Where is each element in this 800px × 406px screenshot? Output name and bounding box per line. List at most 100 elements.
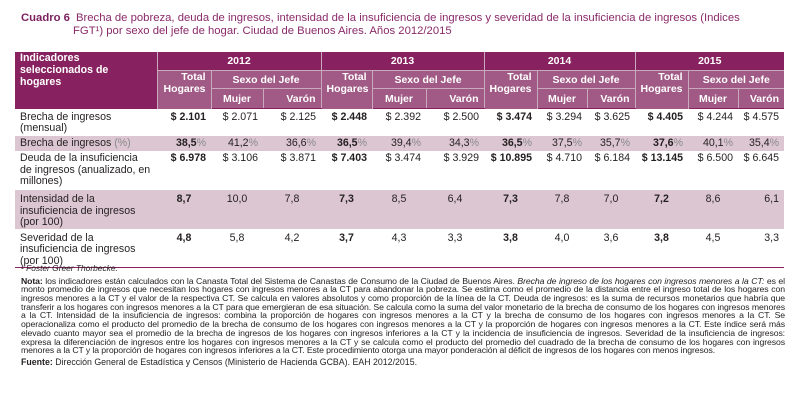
varon-header: Varón — [263, 88, 322, 109]
percent-sign: % — [522, 137, 532, 149]
row-label-text: Brecha de ingresos — [20, 137, 112, 149]
percent-sign: % — [469, 137, 479, 149]
table-cell: $ 3.871 — [280, 152, 316, 164]
percent-sign: % — [357, 137, 367, 149]
table-cell: $ 6.978 — [170, 152, 206, 164]
cell-value: 37,6 — [652, 137, 674, 149]
cell-value: 34,3 — [448, 137, 470, 149]
cell-value: 35,7 — [599, 137, 621, 149]
mujer-header: Mujer — [211, 88, 264, 109]
varon-header: Varón — [426, 88, 485, 109]
poverty-indicators-table: Indicadores seleccionados de hogares 201… — [15, 52, 785, 268]
percent-sign: % — [723, 137, 733, 149]
table-cell: 4,2 — [263, 228, 321, 268]
table-cell: $ 4.575 — [743, 111, 780, 123]
table-cell: 3,7 — [321, 228, 372, 268]
percent-sign: % — [769, 137, 780, 149]
table-cell: 3,3 — [426, 228, 484, 268]
table-cell: $ 3.625 — [594, 111, 630, 123]
nota-rest: es el monto promedio de ingresos que nec… — [21, 275, 785, 356]
percent-sign: % — [196, 137, 206, 149]
table-cell: $ 7.403 — [331, 152, 367, 164]
table-cell: $ 2.125 — [280, 111, 316, 123]
table-cell: 8,6 — [688, 190, 738, 229]
row-label: Brecha de ingresos (mensual) — [20, 110, 112, 134]
table-cell: 7,8 — [263, 190, 321, 229]
nota-italic: Brecha de ingreso de los hogares con ing… — [517, 275, 765, 286]
table-cell: 36,6% — [263, 136, 321, 151]
table-cell: 6,1 — [738, 190, 785, 229]
row-label: Deuda de la insuficiencia de ingresos (a… — [20, 152, 151, 187]
row-label: Intensidad de la insuficiencia de ingres… — [15, 190, 157, 229]
cell-value: 37,5 — [551, 137, 573, 149]
row-label-unit: (%) — [114, 137, 131, 149]
table-cell: $ 2.392 — [385, 111, 421, 123]
table-cell: $ 2.101 — [170, 110, 206, 123]
table-cell: 6,4 — [426, 190, 484, 229]
table-cell: 5,8 — [211, 228, 263, 268]
row-label: Brecha de ingresos (%) — [15, 136, 157, 151]
varon-header: Varón — [738, 88, 785, 109]
table-cell: $ 6.645 — [743, 152, 780, 164]
table-cell: 7,0 — [587, 190, 635, 229]
table-cell: 10,0 — [211, 190, 263, 229]
table-cell: $ 3.474 — [385, 152, 421, 164]
sexo-jefe-header: Sexo del Jefe — [537, 70, 636, 89]
sexo-jefe-header: Sexo del Jefe — [688, 70, 785, 89]
table-cell: 4,5 — [688, 228, 738, 268]
table-notes: ¹ Foster Greer Thorbecke. Nota: los indi… — [21, 264, 785, 367]
table-cell: 41,2% — [211, 136, 263, 151]
year-header-2012: 2012 — [157, 52, 322, 71]
total-hogares-header: Total Hogares — [635, 70, 689, 109]
mujer-header: Mujer — [688, 88, 739, 109]
table-cell: $ 3.929 — [443, 152, 479, 164]
sexo-jefe-header: Sexo del Jefe — [211, 70, 322, 89]
nota-label: Nota: — [21, 275, 43, 286]
table-cell: 7,3 — [321, 190, 372, 229]
table-cell: $ 3.294 — [546, 111, 582, 123]
table-cell: 7,8 — [537, 190, 587, 229]
caption-title: Brecha de pobreza, deuda de ingresos, in… — [75, 12, 740, 24]
cell-value: 41,2 — [227, 137, 249, 149]
table-cell: 8,5 — [372, 190, 426, 229]
table-cell: $ 13.145 — [641, 152, 683, 164]
table-row-intensidad: Intensidad de la insuficiencia de ingres… — [15, 190, 785, 229]
table-cell: 37,6% — [635, 136, 688, 151]
table-cell: 35,4% — [738, 136, 785, 151]
row-label: Severidad de la insuficiencia de ingreso… — [15, 228, 157, 268]
table-cell: 3,8 — [484, 228, 537, 268]
table-cell: $ 2.071 — [222, 111, 258, 123]
table-cell: 7,2 — [635, 190, 688, 229]
table-cell: $ 2.448 — [331, 110, 367, 123]
cell-value: 36,5 — [336, 137, 358, 149]
table-cell: 7,3 — [484, 190, 537, 229]
sexo-jefe-header: Sexo del Jefe — [372, 70, 485, 89]
table-cell: 34,3% — [426, 136, 484, 151]
table-cell: 3,3 — [738, 228, 785, 268]
indicator-header: Indicadores seleccionados de hogares — [15, 52, 158, 109]
fuente-text: Dirección General de Estadística y Censo… — [52, 356, 418, 367]
table-cell: $ 6.184 — [594, 152, 630, 164]
source-note: Fuente: Dirección General de Estadística… — [21, 358, 785, 367]
cell-value: 36,5 — [501, 137, 523, 149]
percent-sign: % — [620, 137, 630, 149]
table-cell: 3,8 — [635, 228, 688, 268]
table-cell: 37,5% — [537, 136, 587, 151]
table-row-brecha-mensual: Brecha de ingresos (mensual) $ 2.101 $ 2… — [15, 109, 784, 137]
table-row-deuda: Deuda de la insuficiencia de ingresos (a… — [15, 151, 784, 190]
table-cell: 4,3 — [372, 228, 426, 268]
table-cell: $ 6.500 — [697, 152, 733, 164]
varon-header: Varón — [587, 88, 636, 109]
table-cell: 3,6 — [587, 228, 635, 268]
mujer-header: Mujer — [372, 88, 427, 109]
percent-sign: % — [572, 137, 582, 149]
mujer-header: Mujer — [537, 88, 588, 109]
fuente-label: Fuente: — [21, 356, 53, 367]
total-hogares-header: Total Hogares — [484, 70, 538, 109]
table-cell: 8,7 — [157, 190, 211, 229]
total-hogares-header: Total Hogares — [321, 70, 373, 109]
methodology-note: Nota: los indicadores están calculados c… — [21, 275, 785, 356]
table-cell: 36,5% — [321, 136, 372, 151]
percent-sign: % — [673, 137, 683, 149]
table-caption: Cuadro 6 Brecha de pobreza, deuda de ingr… — [21, 12, 791, 37]
